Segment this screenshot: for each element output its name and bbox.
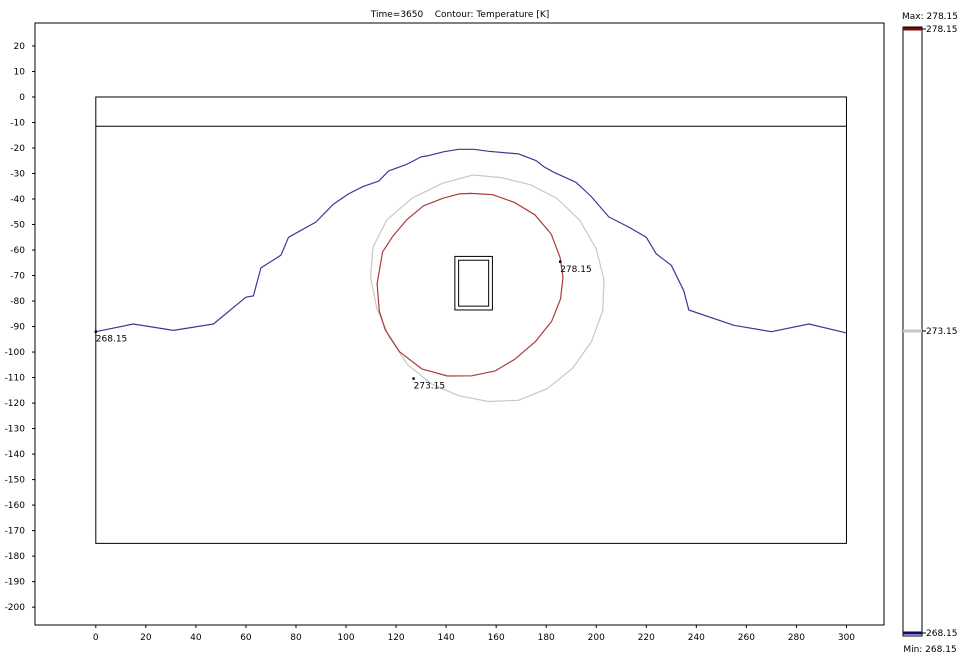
colorbar-level-label-273-15: 273.15 [926, 327, 958, 337]
y-tick-label: -110 [5, 374, 26, 384]
y-tick-label: -160 [5, 501, 26, 511]
y-tick-label: -50 [10, 221, 25, 231]
x-tick-label: 100 [337, 633, 354, 643]
y-tick-label: -190 [5, 578, 26, 588]
x-tick-label: 60 [240, 633, 252, 643]
y-axis: 20 10 0 -10 -20 -30 -40 -50 -60 -70 -80 -90 -100 -110… [5, 42, 35, 613]
x-tick-label: 220 [638, 633, 655, 643]
y-tick-label: -60 [10, 246, 25, 256]
y-tick-label: -80 [10, 297, 25, 307]
x-tick-label: 80 [290, 633, 302, 643]
x-tick-label: 280 [788, 633, 805, 643]
contour-line-273-15 [369, 174, 605, 403]
contour-line-278-15 [376, 192, 564, 377]
y-tick-label: -120 [5, 399, 26, 409]
y-tick-label: 0 [19, 93, 25, 103]
colorbar-levels: 278.15 273.15 268.15 [903, 25, 958, 639]
y-tick-label: -170 [5, 527, 26, 537]
x-tick-label: 240 [688, 633, 705, 643]
annotation-label-273-15: 273.15 [414, 382, 446, 392]
title-contour: Contour: Temperature [K] [435, 10, 549, 20]
x-tick-label: 300 [838, 633, 855, 643]
y-tick-label: -200 [5, 603, 26, 613]
contour-annotations: 268.15 278.15 273.15 [94, 260, 592, 392]
y-tick-label: -140 [5, 450, 26, 460]
x-tick-label: 40 [190, 633, 202, 643]
x-tick-label: 260 [738, 633, 755, 643]
colorbar-min-label: Min: 268.15 [903, 645, 956, 655]
x-tick-label: 120 [387, 633, 404, 643]
y-tick-label: -10 [10, 118, 25, 128]
x-tick-label: 180 [538, 633, 555, 643]
annotation-label-278-15: 278.15 [560, 265, 592, 275]
colorbar-level-label-278-15: 278.15 [926, 25, 958, 35]
colorbar-max-label: Max: 278.15 [902, 12, 958, 22]
contour-lines [95, 148, 847, 403]
y-tick-label: 10 [14, 67, 26, 77]
geometry-layer [95, 96, 847, 544]
annotation-label-268-15: 268.15 [96, 335, 128, 345]
annotation-marker-273-15 [412, 377, 415, 380]
y-tick-label: -150 [5, 476, 26, 486]
annotation-marker-278-15 [559, 260, 562, 263]
heat-source-inner-rect [458, 259, 490, 307]
x-tick-label: 0 [93, 633, 99, 643]
y-tick-label: -130 [5, 425, 26, 435]
y-tick-label: -40 [10, 195, 25, 205]
colorbar-level-label-268-15: 268.15 [926, 629, 958, 639]
colorbar: Max: 278.15 278.15 273.15 268.15 Min: 268.… [902, 12, 958, 655]
x-tick-label: 140 [438, 633, 455, 643]
y-tick-label: -180 [5, 552, 26, 562]
y-tick-label: -20 [10, 144, 25, 154]
x-tick-label: 160 [488, 633, 505, 643]
plot-area-frame [34, 22, 885, 626]
x-axis: 0 20 40 60 80 100 120 140 160 180 200 220 240 260 280 3… [93, 625, 855, 643]
y-tick-label: -90 [10, 323, 25, 333]
y-tick-label: -70 [10, 272, 25, 282]
y-tick-label: -30 [10, 170, 25, 180]
heat-source-outer-rect [454, 255, 493, 311]
contour-line-268-15 [95, 148, 847, 334]
y-tick-label: 20 [14, 42, 26, 52]
annotation-marker-268-15 [94, 330, 98, 333]
x-tick-label: 200 [588, 633, 605, 643]
y-tick-label: -100 [5, 348, 26, 358]
x-tick-label: 20 [140, 633, 152, 643]
outer-domain-rect [95, 96, 847, 544]
title-time: Time=3650 [370, 10, 424, 20]
